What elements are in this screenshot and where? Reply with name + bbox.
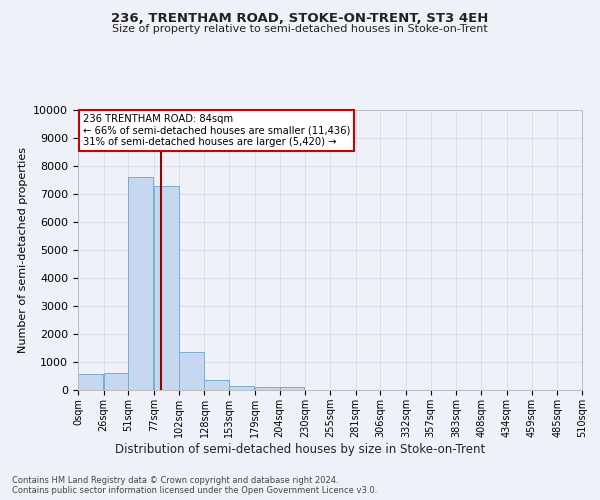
Text: Contains HM Land Registry data © Crown copyright and database right 2024.: Contains HM Land Registry data © Crown c… xyxy=(12,476,338,485)
Bar xyxy=(255,386,280,390)
Y-axis label: Number of semi-detached properties: Number of semi-detached properties xyxy=(18,147,28,353)
Bar xyxy=(154,186,179,390)
Text: Distribution of semi-detached houses by size in Stoke-on-Trent: Distribution of semi-detached houses by … xyxy=(115,442,485,456)
Bar xyxy=(78,374,103,390)
Text: 236, TRENTHAM ROAD, STOKE-ON-TRENT, ST3 4EH: 236, TRENTHAM ROAD, STOKE-ON-TRENT, ST3 … xyxy=(112,12,488,26)
Text: Size of property relative to semi-detached houses in Stoke-on-Trent: Size of property relative to semi-detach… xyxy=(112,24,488,34)
Bar xyxy=(229,386,254,390)
Text: 236 TRENTHAM ROAD: 84sqm
← 66% of semi-detached houses are smaller (11,436)
31% : 236 TRENTHAM ROAD: 84sqm ← 66% of semi-d… xyxy=(83,114,350,148)
Bar xyxy=(280,387,304,390)
Bar xyxy=(128,176,153,390)
Bar xyxy=(104,373,128,390)
Text: Contains public sector information licensed under the Open Government Licence v3: Contains public sector information licen… xyxy=(12,486,377,495)
Bar xyxy=(179,352,203,390)
Bar xyxy=(205,380,229,390)
